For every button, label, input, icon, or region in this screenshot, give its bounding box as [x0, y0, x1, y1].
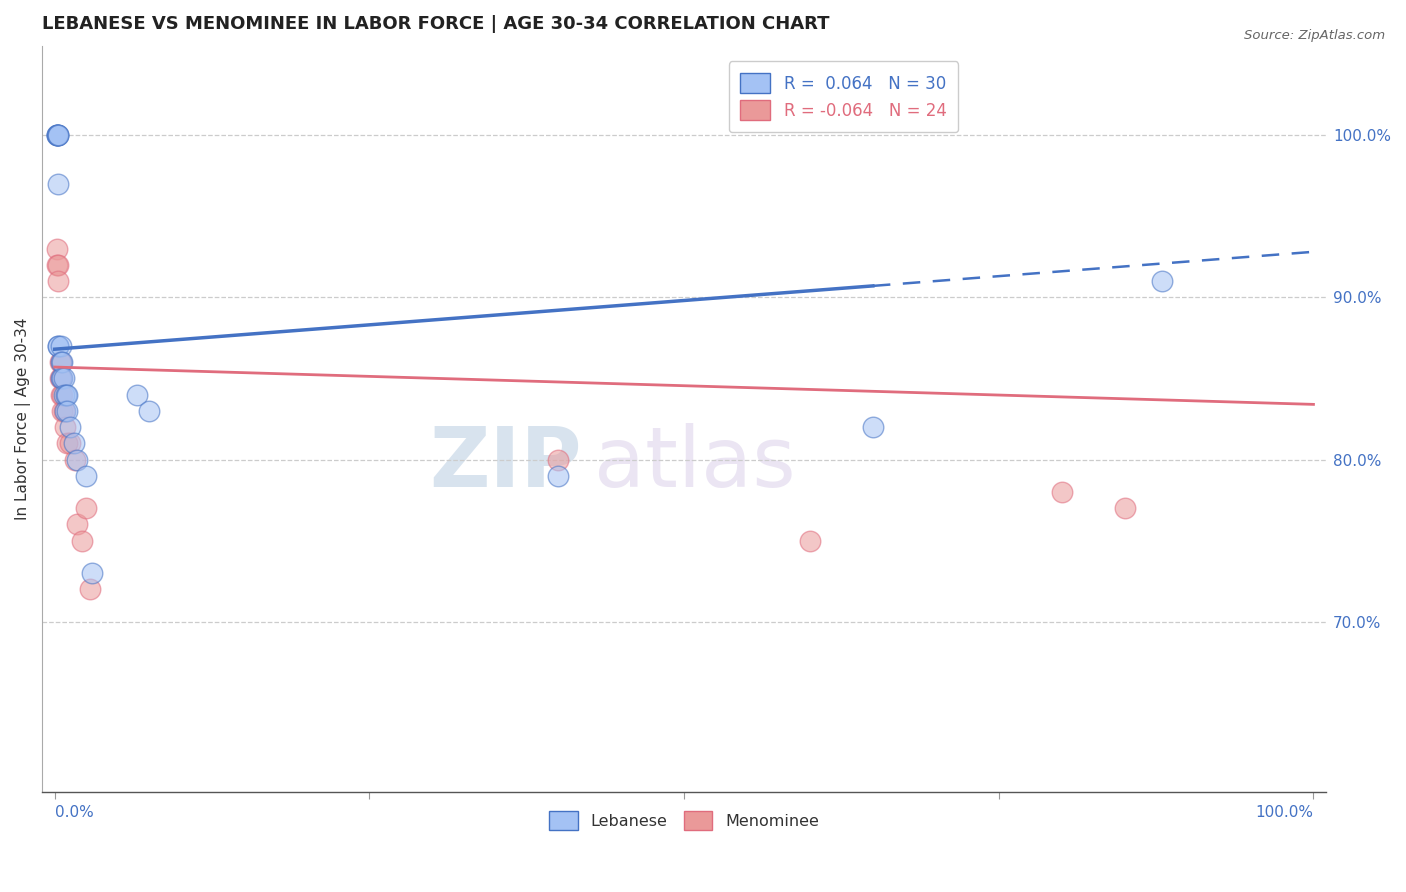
Point [49, 355, 72, 369]
Point [66, 452, 89, 467]
Point [82, 566, 104, 581]
Text: 0.0%: 0.0% [55, 805, 93, 821]
Point [46, 258, 69, 272]
Point [66, 517, 89, 532]
Point [46, 128, 69, 142]
Point [46, 128, 69, 142]
Point [48, 128, 70, 142]
Point [56, 404, 79, 418]
Point [125, 387, 148, 401]
Point [52, 387, 75, 401]
Y-axis label: In Labor Force | Age 30-34: In Labor Force | Age 30-34 [15, 318, 31, 520]
Point [51, 404, 73, 418]
Point [59, 436, 82, 450]
Point [48, 128, 70, 142]
Point [48, 128, 70, 142]
Text: LEBANESE VS MENOMINEE IN LABOR FORCE | AGE 30-34 CORRELATION CHART: LEBANESE VS MENOMINEE IN LABOR FORCE | A… [42, 15, 830, 33]
Point [79, 582, 101, 597]
Point [52, 371, 75, 385]
Text: 100.0%: 100.0% [1256, 805, 1313, 821]
Point [62, 436, 84, 450]
Point [53, 420, 76, 434]
Point [1114, 501, 1136, 516]
Point [46, 242, 69, 256]
Point [48, 371, 70, 385]
Point [48, 339, 70, 353]
Point [1050, 485, 1073, 500]
Point [48, 177, 70, 191]
Point [55, 387, 77, 401]
Point [75, 468, 97, 483]
Point [51, 355, 73, 369]
Point [51, 371, 73, 385]
Point [49, 371, 72, 385]
Point [46, 128, 69, 142]
Point [51, 387, 73, 401]
Point [1152, 274, 1174, 288]
Point [547, 468, 569, 483]
Point [48, 339, 70, 353]
Point [56, 387, 79, 401]
Point [56, 436, 79, 450]
Point [59, 420, 82, 434]
Point [49, 339, 72, 353]
Point [138, 404, 160, 418]
Point [72, 533, 94, 548]
Point [547, 452, 569, 467]
Point [862, 420, 884, 434]
Text: atlas: atlas [595, 424, 796, 504]
Point [48, 355, 70, 369]
Point [48, 258, 70, 272]
Point [75, 501, 97, 516]
Point [49, 371, 72, 385]
Point [52, 404, 75, 418]
Point [49, 387, 72, 401]
Point [799, 533, 821, 548]
Text: Source: ZipAtlas.com: Source: ZipAtlas.com [1244, 29, 1385, 42]
Point [53, 404, 76, 418]
Point [63, 452, 86, 467]
Point [49, 355, 72, 369]
Text: ZIP: ZIP [429, 424, 581, 504]
Point [48, 274, 70, 288]
Legend: Lebanese, Menominee: Lebanese, Menominee [543, 805, 825, 837]
